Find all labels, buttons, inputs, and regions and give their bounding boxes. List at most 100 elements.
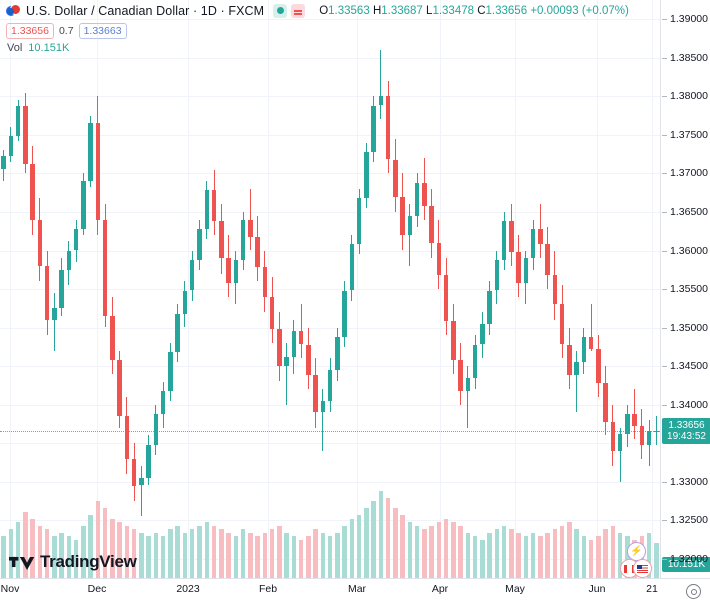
volume-bar xyxy=(429,525,434,578)
volume-bar xyxy=(23,511,28,578)
volume-bar xyxy=(306,536,311,578)
candle-body xyxy=(117,359,122,417)
grid-line-horizontal xyxy=(0,327,660,329)
volume-bar xyxy=(400,515,405,578)
candle-body xyxy=(538,228,543,245)
volume-bar xyxy=(219,529,224,578)
grid-line-horizontal xyxy=(0,19,660,21)
volume-bar xyxy=(596,536,601,578)
volume-bar xyxy=(422,529,427,578)
gear-icon[interactable] xyxy=(686,584,701,599)
candle-body xyxy=(226,258,231,283)
volume-badge[interactable]: 10.151K xyxy=(662,557,710,572)
price-axis-tick: 1.34000 xyxy=(662,399,708,411)
candle-body xyxy=(327,369,333,401)
grid-line-vertical xyxy=(652,0,653,578)
current-price-value: 1.33656 xyxy=(668,420,705,432)
candle-body xyxy=(574,362,579,376)
candle-wick xyxy=(140,466,142,517)
volume-bar xyxy=(654,543,659,578)
price-axis-tick: 1.35000 xyxy=(662,322,708,334)
symbol-info-row: U.S. Dollar / Canadian Dollar · 1D · FXC… xyxy=(5,2,629,19)
price-axis-tick: 1.38500 xyxy=(662,52,708,64)
ask-badge[interactable]: 1.33663 xyxy=(78,23,127,39)
circle-marker-icon[interactable] xyxy=(273,3,288,18)
candle-body xyxy=(545,244,550,276)
candle-body xyxy=(407,215,412,236)
volume-bar xyxy=(146,536,151,578)
volume-bar xyxy=(269,529,275,578)
bid-badge[interactable]: 1.33656 xyxy=(6,23,54,39)
candle-wick xyxy=(467,366,469,428)
volume-bar xyxy=(139,532,144,578)
price-axis-tick: 1.32500 xyxy=(662,514,708,526)
candle-wick xyxy=(53,292,55,351)
candle-body xyxy=(313,375,318,413)
volume-bar xyxy=(110,518,115,578)
usa-flag-icon[interactable] xyxy=(633,559,652,578)
time-axis-tick: Jun xyxy=(588,583,606,595)
grid-line-vertical xyxy=(440,0,441,578)
grid-line-horizontal xyxy=(0,250,660,252)
candle-body xyxy=(240,219,246,260)
grid-line-vertical xyxy=(515,0,516,578)
price-axis[interactable]: 1.33656 19:43:52 10.151K 1.39000 1.38500 1… xyxy=(660,0,710,578)
candle-wick xyxy=(619,427,621,482)
volume-bar xyxy=(298,539,304,578)
candle-body xyxy=(400,196,405,235)
grid-line-horizontal xyxy=(0,481,660,483)
candle-body xyxy=(189,259,195,291)
volume-bar xyxy=(248,532,253,578)
volume-bar xyxy=(44,529,50,578)
volume-bar xyxy=(393,508,398,578)
volume-bar xyxy=(574,529,579,578)
volume-bar xyxy=(451,522,456,578)
volume-bar xyxy=(458,525,463,578)
candle-body xyxy=(465,377,471,391)
candle-body xyxy=(472,344,478,378)
volume-bar xyxy=(291,536,296,578)
volume-bar xyxy=(1,536,6,578)
current-price-badge[interactable]: 1.33656 19:43:52 xyxy=(662,418,710,445)
grid-line-vertical xyxy=(357,0,358,578)
volume-bar xyxy=(349,518,354,578)
volume-bar xyxy=(233,536,238,578)
bars-marker-icon[interactable] xyxy=(291,3,306,18)
current-price-time: 19:43:52 xyxy=(667,431,706,443)
volume-bar xyxy=(168,529,173,578)
time-axis-tick: Feb xyxy=(258,583,278,595)
lightning-bolt-icon[interactable]: ⚡ xyxy=(627,542,646,561)
volume-bar xyxy=(364,508,369,578)
grid-line-horizontal xyxy=(0,289,660,290)
candle-body xyxy=(197,228,202,260)
volume-bar xyxy=(335,532,340,578)
volume-bar xyxy=(523,536,529,578)
candle-body xyxy=(480,323,485,345)
candle-body xyxy=(255,236,260,268)
chart-plot-area[interactable] xyxy=(0,0,660,578)
volume-bar xyxy=(443,518,449,578)
candle-body xyxy=(639,426,645,445)
chart-header: U.S. Dollar / Canadian Dollar · 1D · FXC… xyxy=(0,0,710,58)
candle-body xyxy=(393,159,398,197)
candle-body xyxy=(262,267,267,297)
open-label: O xyxy=(319,4,329,17)
volume-bar xyxy=(501,525,507,578)
volume-bar xyxy=(15,522,21,578)
volume-bar xyxy=(581,536,587,578)
candle-body xyxy=(559,304,565,345)
time-axis[interactable]: Nov Dec 2023 Feb Mar Apr May Jun 21 xyxy=(0,578,710,601)
volume-bar xyxy=(313,529,318,578)
volume-bar xyxy=(487,532,492,578)
volume-bar xyxy=(494,529,500,578)
candle-body xyxy=(124,416,130,459)
low-label: L xyxy=(426,4,433,17)
price-axis-tick: 1.36500 xyxy=(662,206,708,218)
price-axis-tick: 1.36000 xyxy=(662,245,708,257)
bid-ask-row: 1.33656 0.7 1.33663 xyxy=(6,23,127,39)
close-value: 1.33656 xyxy=(485,4,528,17)
volume-bar xyxy=(465,532,471,578)
symbol-title[interactable]: U.S. Dollar / Canadian Dollar · 1D · FXC… xyxy=(26,3,265,18)
candle-body xyxy=(349,244,354,291)
